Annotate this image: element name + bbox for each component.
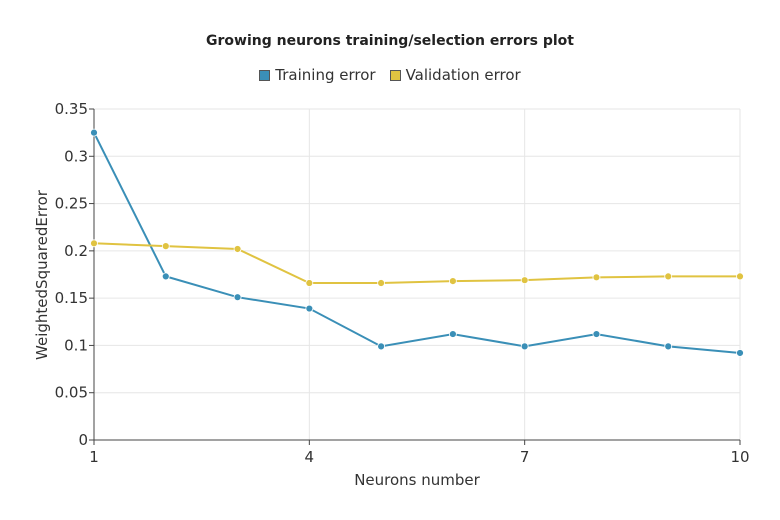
y-tick-label-7: 0.35 (55, 100, 88, 118)
series-1-point-7 (592, 273, 601, 282)
legend: Training error Validation error (0, 66, 780, 84)
series-1-point-5 (448, 277, 457, 286)
series-0-point-3 (305, 304, 314, 313)
axes: 0 0.05 0.1 0.15 0.2 0.25 0.3 0.35 1 4 7 10 (55, 100, 750, 466)
x-axis-title: Neurons number (354, 471, 480, 489)
legend-label-training: Training error (275, 66, 376, 84)
y-axis-title: WeightedSquaredError (33, 189, 51, 360)
series-0-point-1 (161, 272, 170, 281)
series-line-1 (93, 242, 740, 285)
series-layer (90, 128, 744, 357)
series-1-point-6 (520, 276, 529, 285)
series-0-point-8 (664, 342, 673, 351)
series-1-point-9 (736, 272, 744, 281)
y-tick-label-4: 0.2 (64, 242, 88, 260)
series-0-point-9 (736, 349, 744, 357)
series-0-point-6 (520, 342, 529, 351)
series-1-point-4 (377, 279, 386, 287)
series-0-point-7 (592, 330, 601, 338)
series-1-point-2 (233, 245, 242, 253)
series-1-point-8 (664, 272, 673, 281)
y-tick-label-2: 0.1 (64, 336, 88, 354)
chart-title: Growing neurons training/selection error… (206, 33, 574, 49)
series-1-point-0 (90, 239, 98, 248)
y-tick-label-0: 0 (78, 431, 88, 449)
y-tick-label-3: 0.15 (55, 289, 88, 307)
legend-label-validation: Validation error (405, 66, 521, 84)
series-0-point-4 (377, 342, 386, 351)
y-tick-label-6: 0.3 (64, 147, 88, 165)
series-1-point-1 (161, 242, 170, 251)
series-0-point-2 (233, 293, 242, 302)
legend-swatch-training (259, 69, 271, 81)
x-tick-label-1: 4 (305, 448, 315, 466)
x-tick-label-2: 7 (520, 448, 530, 466)
y-tick-label-1: 0.05 (55, 384, 88, 402)
series-1-point-3 (305, 279, 314, 287)
legend-item-validation[interactable]: Validation error (389, 66, 521, 84)
series-0-point-5 (448, 330, 457, 338)
x-tick-label-3: 10 (730, 448, 749, 466)
series-line-0 (93, 132, 741, 354)
grid (93, 108, 741, 441)
legend-item-training[interactable]: Training error (259, 66, 376, 84)
x-tick-label-0: 1 (89, 448, 99, 466)
y-tick-label-5: 0.25 (55, 195, 88, 213)
legend-swatch-validation (389, 69, 401, 81)
series-0-point-0 (90, 128, 98, 137)
